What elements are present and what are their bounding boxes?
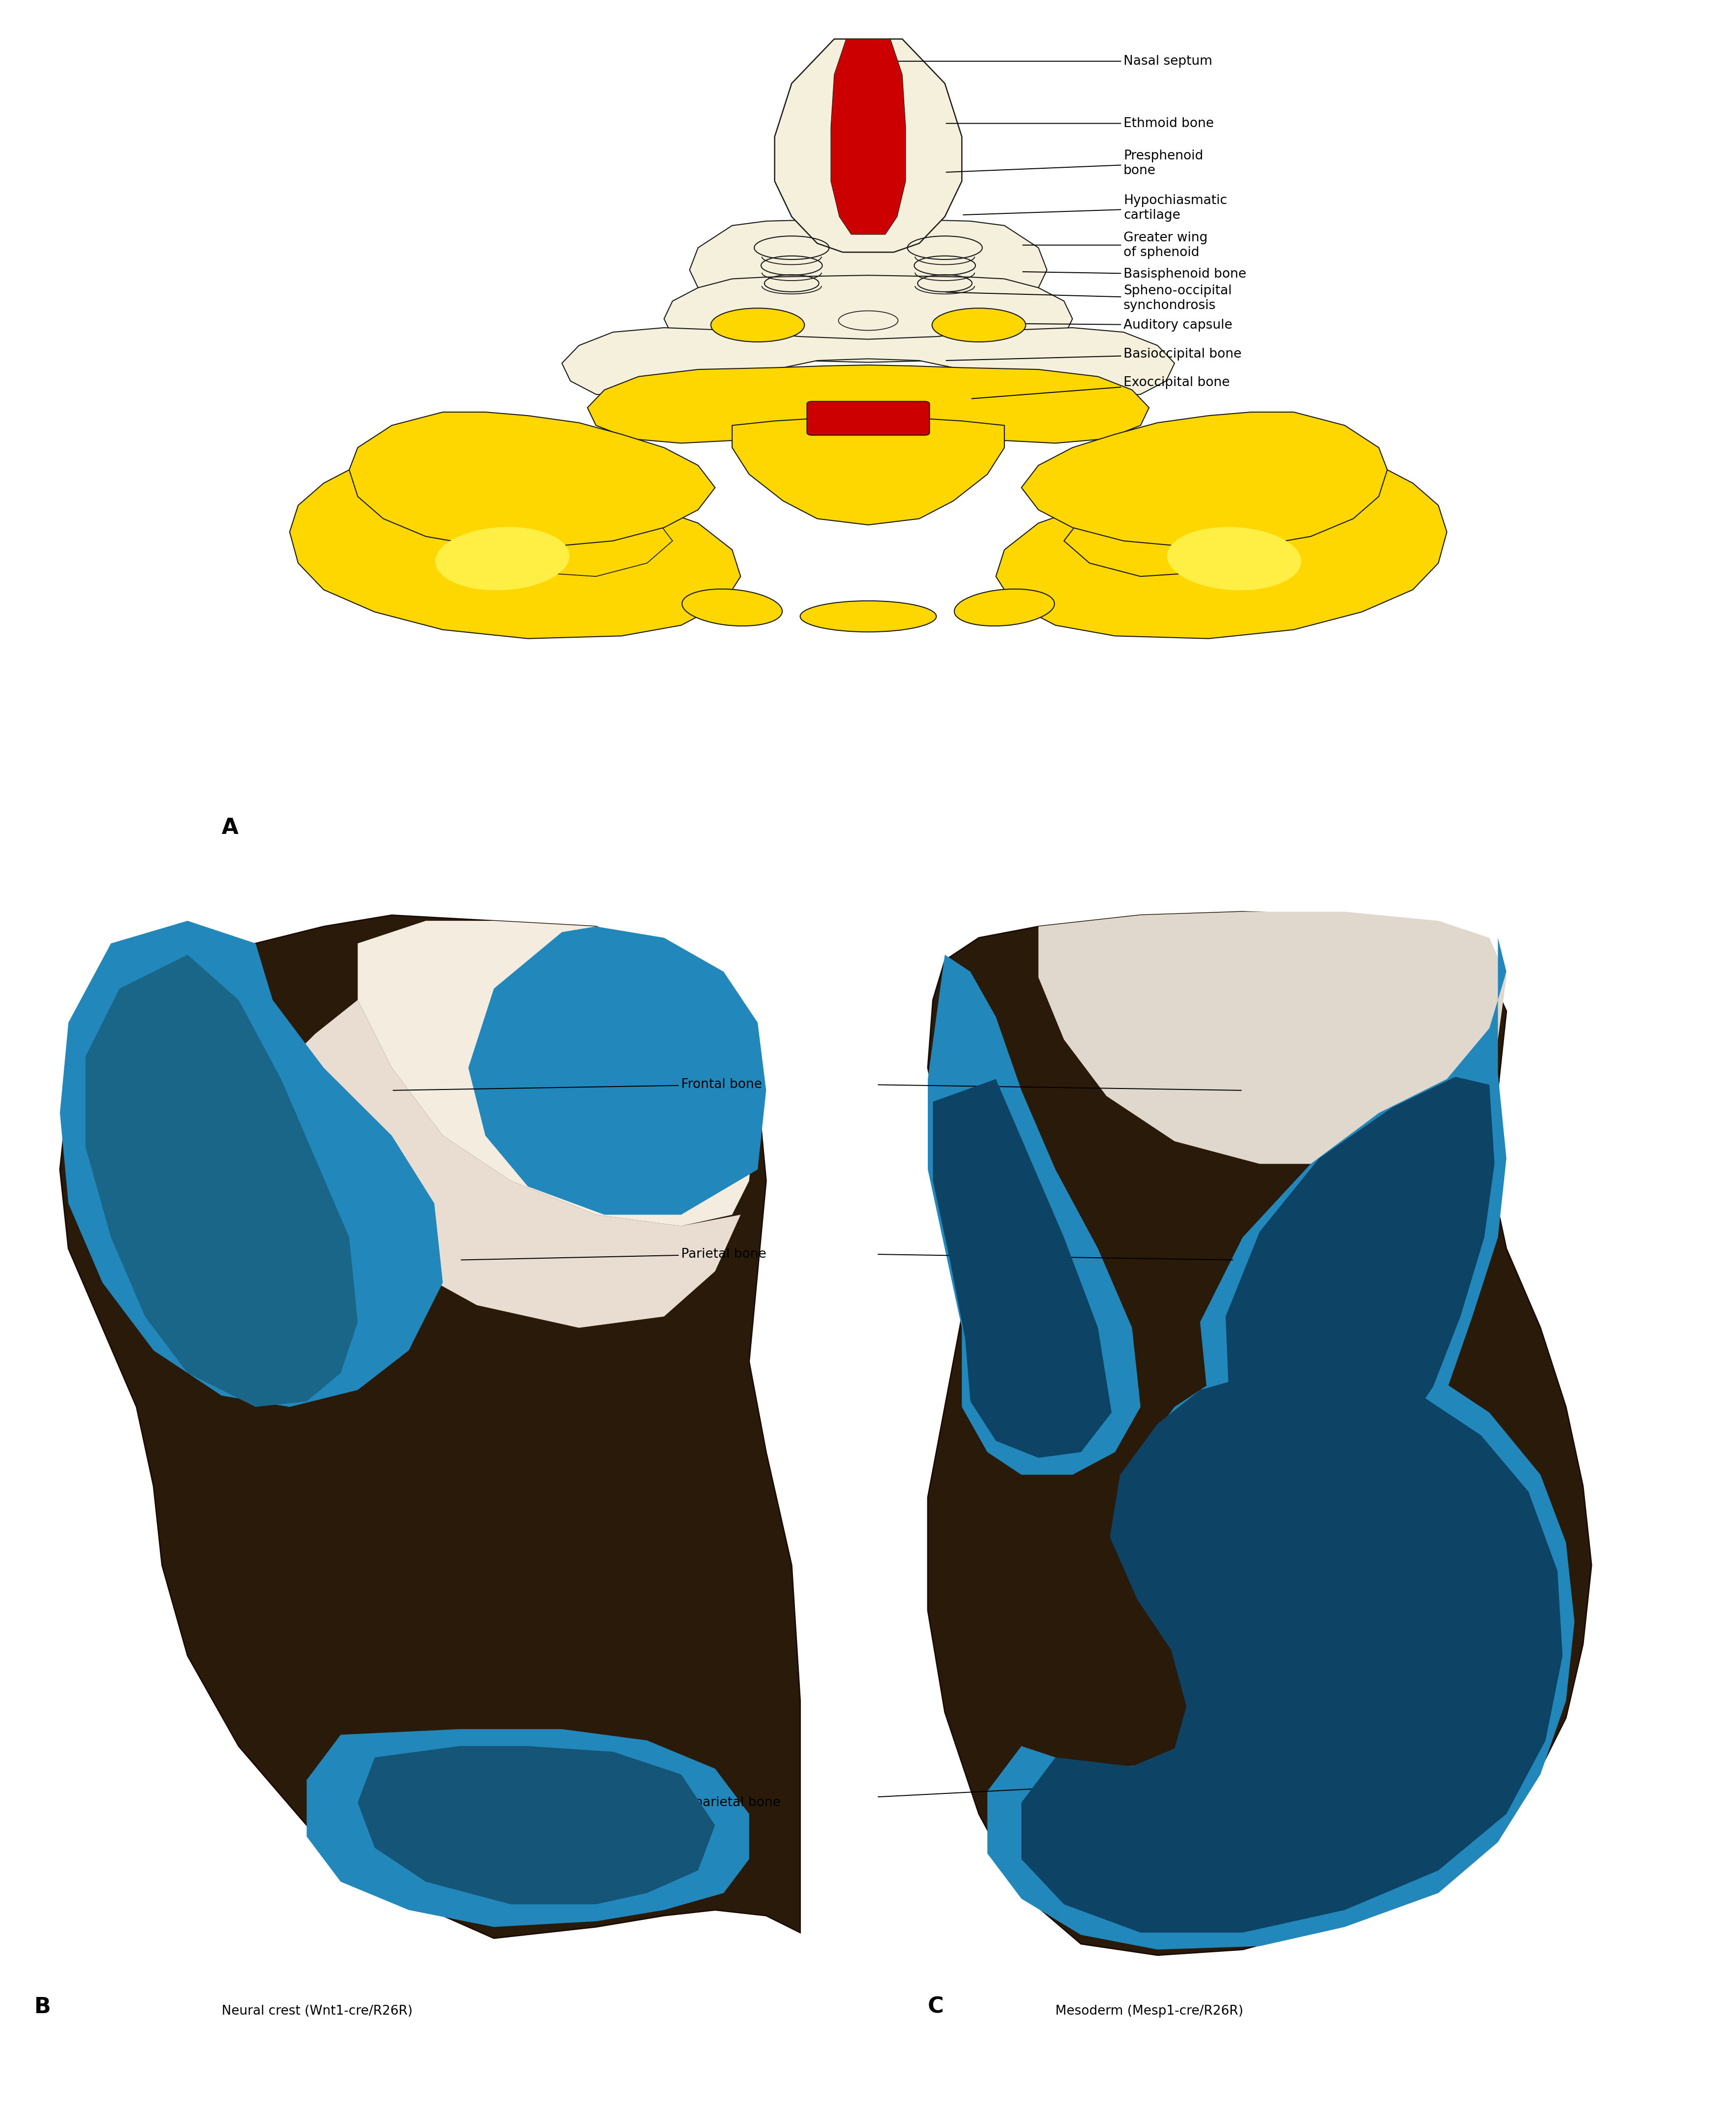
Polygon shape	[562, 327, 1174, 400]
Ellipse shape	[932, 308, 1026, 342]
Ellipse shape	[436, 527, 569, 591]
Polygon shape	[290, 465, 741, 640]
Text: A: A	[222, 818, 238, 839]
Polygon shape	[932, 1080, 1111, 1458]
Polygon shape	[1038, 912, 1505, 1164]
Polygon shape	[830, 38, 906, 234]
Polygon shape	[733, 416, 1003, 525]
Text: Greater wing
of sphenoid: Greater wing of sphenoid	[1023, 232, 1207, 259]
Polygon shape	[477, 501, 672, 576]
Ellipse shape	[710, 308, 804, 342]
Polygon shape	[1200, 937, 1505, 1475]
Polygon shape	[273, 1001, 741, 1328]
Polygon shape	[988, 1356, 1575, 1949]
Ellipse shape	[955, 589, 1054, 627]
Polygon shape	[307, 1730, 748, 1927]
Polygon shape	[689, 219, 1047, 317]
Text: Exoccipital bone: Exoccipital bone	[972, 376, 1229, 400]
Text: Hypochiasmatic
cartilage: Hypochiasmatic cartilage	[963, 193, 1227, 221]
Ellipse shape	[800, 601, 936, 631]
Polygon shape	[59, 916, 800, 1938]
Text: Mesoderm (Mesp1-cre/R26R): Mesoderm (Mesp1-cre/R26R)	[1055, 2004, 1243, 2017]
Text: Ethmoid bone: Ethmoid bone	[946, 117, 1213, 130]
Polygon shape	[1021, 1371, 1562, 1932]
Text: Auditory capsule: Auditory capsule	[972, 319, 1233, 332]
Ellipse shape	[682, 589, 781, 627]
Text: Frontal bone: Frontal bone	[392, 1077, 762, 1090]
Polygon shape	[349, 412, 715, 546]
Text: C: C	[927, 1995, 944, 2017]
Polygon shape	[1064, 501, 1259, 576]
Polygon shape	[927, 954, 1141, 1475]
Text: Nasal septum: Nasal septum	[887, 55, 1212, 68]
Polygon shape	[358, 920, 757, 1226]
Ellipse shape	[838, 310, 898, 329]
Text: Neural crest (Wnt1-cre/R26R): Neural crest (Wnt1-cre/R26R)	[222, 2004, 413, 2017]
Polygon shape	[1226, 1077, 1495, 1466]
Polygon shape	[469, 926, 766, 1215]
Text: B: B	[35, 1995, 50, 2017]
Polygon shape	[663, 276, 1073, 363]
Polygon shape	[996, 465, 1446, 640]
Polygon shape	[85, 954, 358, 1407]
Polygon shape	[59, 920, 443, 1407]
Polygon shape	[358, 1747, 715, 1904]
Text: Parietal bone: Parietal bone	[462, 1247, 766, 1260]
Text: Presphenoid
bone: Presphenoid bone	[946, 149, 1203, 176]
Text: Basioccipital bone: Basioccipital bone	[946, 348, 1241, 361]
Text: Basisphenoid bone: Basisphenoid bone	[1023, 268, 1246, 280]
Polygon shape	[774, 38, 962, 253]
Polygon shape	[587, 365, 1149, 444]
FancyBboxPatch shape	[807, 402, 929, 436]
Polygon shape	[1021, 412, 1387, 546]
Ellipse shape	[1167, 527, 1300, 591]
Polygon shape	[927, 912, 1590, 1955]
Text: Spheno-occipital
synchondrosis: Spheno-occipital synchondrosis	[946, 285, 1231, 312]
Text: Interparietal bone: Interparietal bone	[495, 1796, 781, 1808]
